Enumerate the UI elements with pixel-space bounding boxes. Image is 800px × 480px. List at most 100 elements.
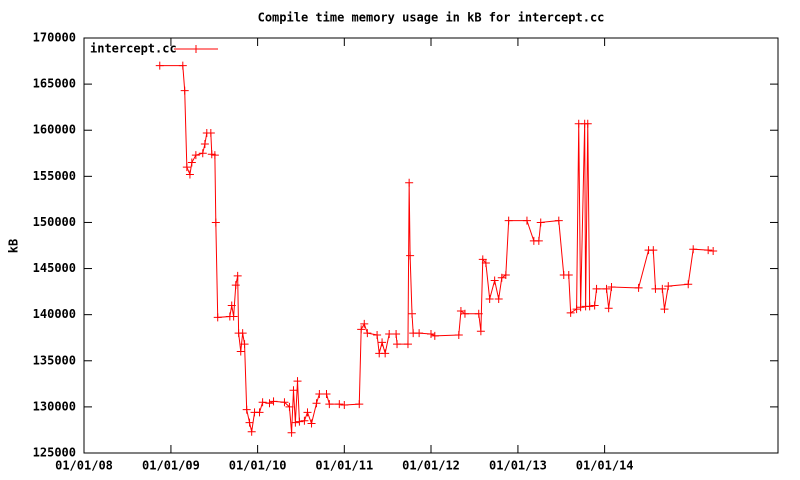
data-point	[206, 128, 215, 137]
x-tick-label: 01/01/12	[402, 459, 460, 473]
x-tick-label: 01/01/08	[55, 459, 113, 473]
data-point	[247, 427, 256, 436]
data-point	[373, 330, 382, 339]
data-point	[566, 308, 575, 317]
data-point	[265, 399, 274, 408]
data-point	[427, 330, 435, 339]
y-tick-label: 135000	[33, 353, 76, 367]
y-tick-label: 165000	[33, 77, 76, 91]
data-point	[494, 294, 503, 303]
data-point	[583, 119, 592, 128]
data-point	[233, 271, 242, 280]
data-point	[407, 309, 416, 318]
data-point	[291, 418, 300, 427]
data-point	[187, 158, 196, 167]
data-point	[227, 301, 236, 310]
data-point	[592, 284, 601, 293]
data-point	[704, 246, 713, 255]
data-point	[460, 309, 469, 318]
data-point	[403, 340, 412, 349]
data-point	[240, 340, 249, 349]
data-point	[357, 325, 366, 334]
data-point	[634, 283, 643, 292]
data-point	[363, 329, 372, 338]
data-point	[182, 163, 191, 172]
y-tick-label: 130000	[33, 399, 76, 413]
data-point	[245, 418, 254, 427]
x-tick-label: 01/01/09	[142, 459, 200, 473]
data-point	[258, 398, 267, 407]
data-point	[664, 282, 673, 291]
data-point	[415, 329, 424, 338]
data-point	[340, 401, 349, 410]
y-tick-label: 150000	[33, 215, 76, 229]
data-point	[335, 400, 344, 409]
data-point	[490, 276, 499, 285]
data-point	[307, 419, 316, 428]
data-point	[303, 408, 312, 417]
data-point	[456, 306, 465, 315]
data-point	[378, 338, 387, 347]
data-point	[300, 416, 309, 425]
y-axis-label: kB	[7, 239, 21, 253]
data-point	[474, 309, 483, 318]
data-point	[295, 417, 304, 426]
data-point	[658, 284, 667, 293]
y-tick-label: 170000	[33, 31, 76, 45]
data-point	[198, 149, 207, 158]
data-point	[689, 245, 698, 254]
x-tick-label: 01/01/13	[489, 459, 547, 473]
x-tick-label: 01/01/14	[576, 459, 634, 473]
data-point	[238, 329, 247, 338]
data-point	[504, 216, 513, 225]
data-point	[191, 151, 200, 160]
data-point	[604, 304, 613, 313]
data-point	[155, 61, 164, 70]
data-point	[454, 330, 463, 339]
data-point	[536, 218, 545, 227]
data-point	[572, 305, 581, 314]
data-point	[255, 408, 264, 417]
data-point	[564, 271, 573, 280]
data-point	[355, 400, 364, 409]
chart-title: Compile time memory usage in kB for inte…	[258, 11, 605, 25]
y-tick-label: 125000	[33, 446, 76, 460]
x-tick-label: 01/01/10	[229, 459, 287, 473]
data-point	[210, 151, 219, 160]
data-point	[360, 319, 369, 328]
data-point	[385, 330, 394, 339]
data-point	[576, 303, 585, 312]
legend-label: intercept.cc	[90, 42, 177, 56]
data-point	[269, 397, 278, 406]
data-point	[602, 284, 611, 293]
data-point	[178, 61, 187, 70]
data-point	[200, 140, 209, 149]
data-point	[285, 402, 294, 411]
data-point	[497, 273, 506, 282]
data-point	[651, 284, 660, 293]
data-point	[185, 170, 194, 179]
data-point	[289, 386, 298, 395]
data-point	[393, 340, 402, 349]
data-point	[481, 259, 490, 268]
y-tick-label: 145000	[33, 261, 76, 275]
data-point	[585, 302, 594, 311]
y-tick-label: 160000	[33, 123, 76, 137]
data-point	[236, 347, 245, 356]
data-point	[322, 389, 331, 398]
data-point	[554, 216, 563, 225]
data-point	[406, 251, 415, 260]
data-point	[231, 281, 240, 290]
data-point	[180, 86, 189, 95]
data-point	[392, 330, 401, 339]
data-point	[709, 247, 718, 256]
data-point	[381, 349, 390, 358]
data-point	[287, 428, 296, 437]
data-point	[607, 283, 616, 291]
x-tick-label: 01/01/11	[315, 459, 373, 473]
data-point	[325, 400, 334, 409]
y-tick-label: 140000	[33, 307, 76, 321]
